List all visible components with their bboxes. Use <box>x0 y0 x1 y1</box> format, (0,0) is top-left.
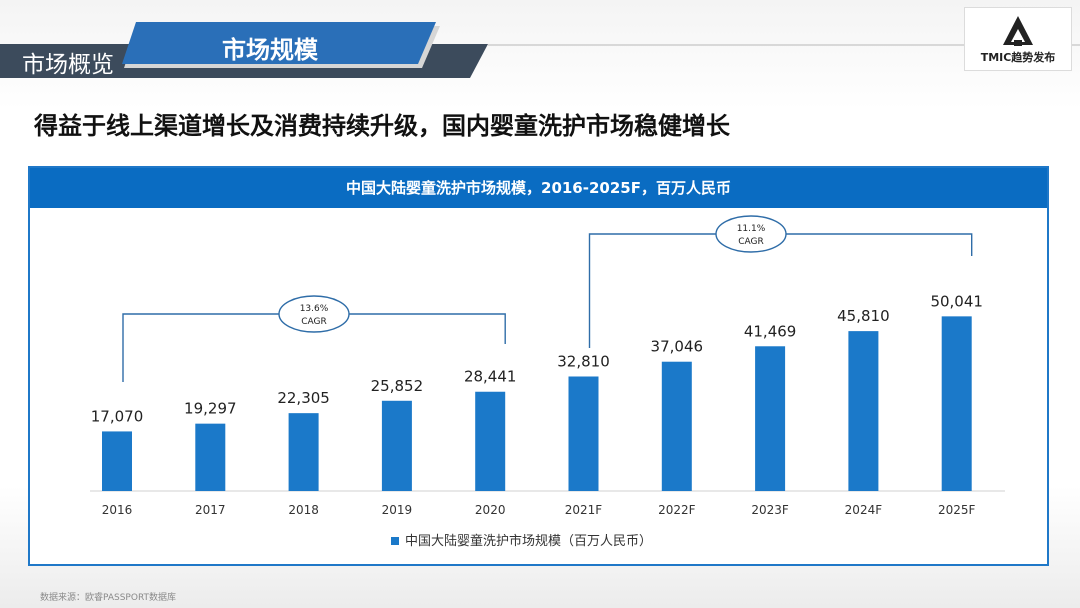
bar-2021F <box>568 376 599 491</box>
x-tick-label-2018: 2018 <box>288 503 319 517</box>
bar-2019 <box>381 400 412 491</box>
source-note: 数据来源：欧睿PASSPORT数据库 <box>40 593 177 603</box>
cagr-ellipse-2 <box>715 215 787 253</box>
bar-chart: 17,070 2016 19,297 2017 22,305 2018 25,852 2019… <box>90 215 1005 549</box>
data-label-2025F: 50,041 <box>930 292 983 310</box>
bar-2020 <box>475 391 506 491</box>
data-label-2021F: 32,810 <box>557 352 610 370</box>
data-label-2017: 19,297 <box>184 400 237 418</box>
brand-logo-text: TMIC趋势发布 <box>980 51 1056 64</box>
data-label-2018: 22,305 <box>277 389 330 407</box>
x-tick-label-2019: 2019 <box>382 503 413 517</box>
data-label-2020: 28,441 <box>464 368 517 386</box>
legend-entry: 中国大陆婴童洗护市场规模（百万人民币） <box>405 533 652 549</box>
cagr-label-1: CAGR <box>301 317 327 327</box>
page-headline: 得益于线上渠道增长及消费持续升级，国内婴童洗护市场稳健增长 <box>34 112 730 140</box>
bar-2022F <box>661 361 692 491</box>
section-tab-title: 市场规模 <box>222 36 318 64</box>
x-tick-label-2024F: 2024F <box>845 503 883 517</box>
bar-2018 <box>288 413 319 491</box>
chart-title: 中国大陆婴童洗护市场规模，2016-2025F，百万人民币 <box>30 168 1047 208</box>
cagr-rate-2: 11.1% <box>737 224 766 234</box>
cagr-label-2: CAGR <box>738 237 764 247</box>
brand-logo: TMIC趋势发布 <box>964 7 1072 71</box>
x-tick-label-2025F: 2025F <box>938 503 976 517</box>
bar-2023F <box>755 346 786 491</box>
data-label-2019: 25,852 <box>371 377 424 395</box>
header-band-graphic <box>0 22 1080 78</box>
data-label-2023F: 41,469 <box>744 322 797 340</box>
section-label: 市场概览 <box>22 52 114 78</box>
bar-2024F <box>848 331 879 491</box>
data-label-2016: 17,070 <box>91 407 144 425</box>
bar-2025F <box>941 316 972 491</box>
bar-2016 <box>102 431 132 491</box>
x-tick-label-2023F: 2023F <box>751 503 789 517</box>
legend-swatch <box>391 537 399 545</box>
data-label-2024F: 45,810 <box>837 307 890 325</box>
x-tick-label-2020: 2020 <box>475 503 506 517</box>
cagr-ellipse-1 <box>278 295 350 333</box>
bar-2017 <box>195 423 226 491</box>
x-tick-label-2017: 2017 <box>195 503 226 517</box>
triangle-logo-icon <box>1003 16 1033 46</box>
chart-panel: 中国大陆婴童洗护市场规模，2016-2025F，百万人民币 17,070 2016… <box>28 166 1049 566</box>
x-tick-label-2021F: 2021F <box>565 503 603 517</box>
x-tick-label-2016: 2016 <box>102 503 133 517</box>
data-label-2022F: 37,046 <box>651 338 704 356</box>
cagr-rate-1: 13.6% <box>300 304 329 314</box>
x-tick-label-2022F: 2022F <box>658 503 696 517</box>
